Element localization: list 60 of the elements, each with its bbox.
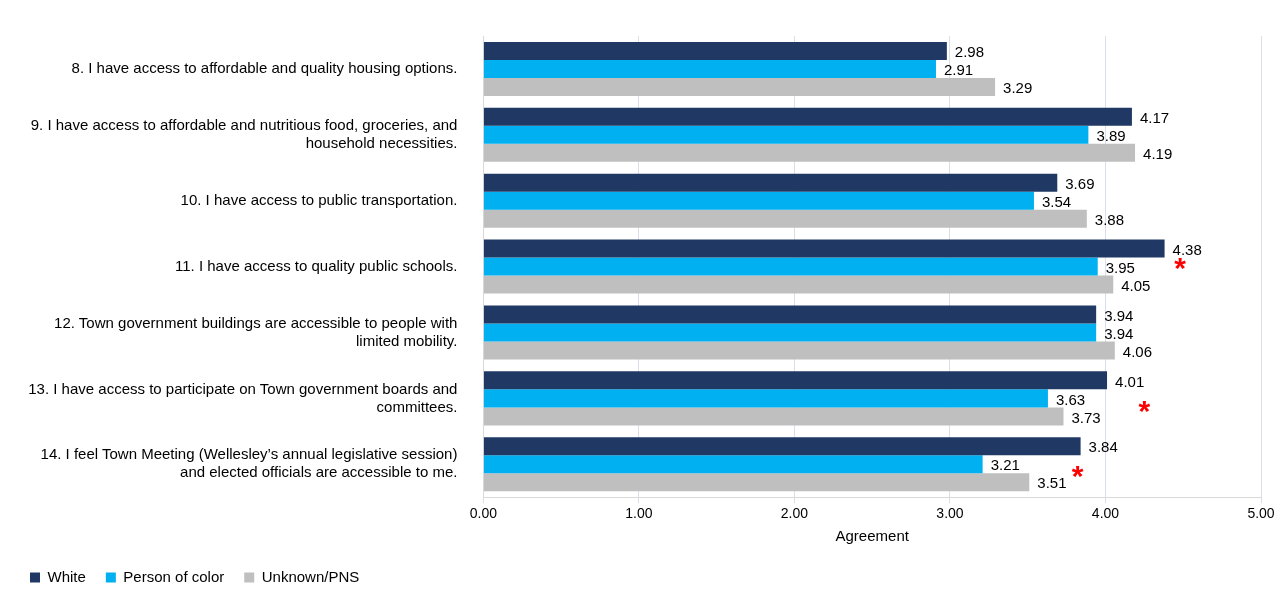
y-tick-label: 9. I have access to affordable and nutritious food, groceries, and household necessities. <box>30 115 458 151</box>
x-tick-label: 3.00 <box>936 505 964 522</box>
x-tick-label: 5.00 <box>1247 505 1275 522</box>
data-label: 3.88 <box>1094 210 1125 228</box>
data-label: 3.95 <box>1105 258 1135 276</box>
x-axis-title: Agreement <box>835 527 910 545</box>
data-label: 3.84 <box>1088 438 1118 456</box>
bar <box>483 341 1115 360</box>
bar <box>483 239 1165 258</box>
bar <box>483 41 947 60</box>
data-label: 3.54 <box>1041 192 1072 210</box>
bar <box>483 125 1089 144</box>
x-tick-label: 0.00 <box>469 505 498 522</box>
bar <box>483 173 1058 192</box>
data-label: 3.94 <box>1104 306 1134 324</box>
data-label: 3.21 <box>990 456 1020 474</box>
x-tick-label: 1.00 <box>625 505 653 522</box>
data-label: 3.89 <box>1096 126 1126 144</box>
y-tick-label: 10. I have access to public transportation. <box>180 190 458 208</box>
bar <box>483 305 1097 324</box>
bar <box>483 371 1108 390</box>
bar <box>483 473 1030 492</box>
data-label: 4.05 <box>1121 276 1151 294</box>
bar <box>483 437 1081 456</box>
bar <box>483 455 983 474</box>
data-label: 4.19 <box>1143 144 1173 162</box>
annotation: * <box>1071 458 1084 492</box>
data-label: 2.98 <box>954 43 985 61</box>
bar <box>483 275 1114 294</box>
data-label: 4.01 <box>1115 372 1145 390</box>
data-label: 3.51 <box>1037 474 1067 492</box>
data-label: 3.29 <box>1003 79 1033 97</box>
data-label: 3.94 <box>1104 324 1134 342</box>
legend-label: Unknown/PNS <box>261 567 360 585</box>
y-tick-label: 13. I have access to participate on Town government boards and committees. <box>28 379 458 415</box>
data-label: 4.17 <box>1139 108 1170 126</box>
bar <box>483 389 1048 408</box>
legend-label: Person of color <box>123 567 225 585</box>
data-label: 4.06 <box>1122 342 1153 360</box>
bar <box>483 77 996 96</box>
y-tick-label: 11. I have access to quality public schools. <box>175 256 458 274</box>
bar <box>483 143 1136 162</box>
bar <box>483 323 1097 342</box>
bar <box>483 257 1098 276</box>
x-tick-label: 4.00 <box>1091 505 1120 522</box>
annotation: * <box>1138 394 1151 428</box>
data-label: 3.63 <box>1055 390 1086 408</box>
data-label: 2.91 <box>943 61 974 79</box>
bar <box>483 107 1132 126</box>
y-tick-label: 8. I have access to affordable and quality housing options. <box>71 59 458 77</box>
y-tick-label: 12. Town government buildings are accessible to people with limited mobility. <box>54 313 458 349</box>
bar <box>483 407 1064 426</box>
bar <box>483 59 936 78</box>
legend-label: White <box>47 567 86 585</box>
y-tick-label: 14. I feel Town Meeting (Wellesley’s annual legislative session) and elected officials are accessible to me. <box>40 445 458 481</box>
bar <box>483 191 1034 210</box>
data-label: 3.73 <box>1071 408 1101 426</box>
bar <box>483 209 1087 228</box>
x-tick-label: 2.00 <box>780 505 809 522</box>
data-label: 3.69 <box>1065 174 1095 192</box>
